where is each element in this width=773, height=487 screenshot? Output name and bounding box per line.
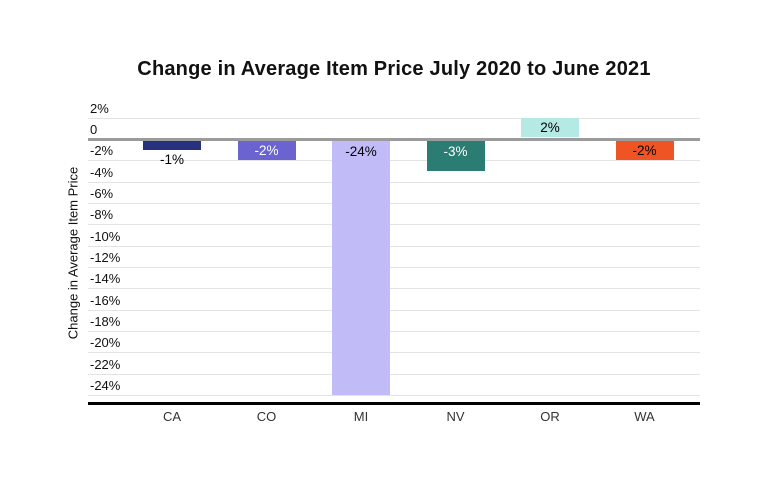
- chart-title: Change in Average Item Price July 2020 t…: [137, 58, 651, 80]
- gridline: [88, 245, 700, 247]
- bar-co: -2%: [237, 140, 296, 161]
- y-tick-label: -4%: [90, 164, 114, 180]
- gridline: [88, 331, 700, 332]
- x-axis-label-mi: MI: [353, 409, 369, 424]
- y-axis-title-text: Change in Average Item Price: [65, 166, 81, 340]
- y-tick-label: -20%: [90, 335, 121, 351]
- x-axis-label-or: OR: [540, 409, 560, 424]
- gridline: [88, 309, 700, 311]
- x-axis-label-nv: NV: [446, 409, 465, 424]
- bar-mi: -24%: [332, 140, 390, 395]
- bar-value-label-mi: -24%: [345, 143, 377, 159]
- bar-value-label-nv: -3%: [443, 143, 468, 159]
- gridline: [88, 267, 700, 268]
- gridline: [88, 395, 700, 396]
- y-tick-label: -14%: [90, 271, 121, 287]
- gridline: [88, 203, 700, 204]
- gridline: [88, 352, 700, 354]
- y-tick-label: -12%: [90, 250, 121, 265]
- y-tick-label: -8%: [90, 207, 114, 223]
- y-tick-label: 2%: [90, 100, 109, 116]
- x-axis-label-wa: WA: [634, 409, 655, 424]
- gridline: [88, 181, 700, 183]
- plot-area: 2% 0 -2% -4% -6% -8% -10% -12% -14% -16% -18% -20% -…: [88, 100, 700, 405]
- y-tick-label: -16%: [90, 292, 121, 308]
- x-axis-label-co: CO: [256, 409, 277, 424]
- x-axis-label-ca: CA: [162, 409, 182, 424]
- y-tick-label: -22%: [90, 356, 121, 372]
- bar-nv: -3%: [426, 140, 485, 171]
- y-tick-label: -2%: [90, 143, 114, 159]
- bar-value-label-co: -2%: [254, 142, 279, 158]
- y-tick-label: 0: [90, 122, 98, 137]
- bar-or: 2%: [521, 117, 579, 138]
- zero-line: [88, 137, 700, 141]
- gridline: [88, 373, 700, 375]
- gridline: [88, 288, 700, 290]
- y-axis-title: Change in Average Item Price: [60, 104, 86, 402]
- bar-ca: [143, 140, 201, 150]
- y-tick-label: -10%: [90, 228, 121, 244]
- y-tick-label: -6%: [90, 186, 114, 201]
- gridline: [88, 224, 700, 226]
- bar-value-label-ca: -1%: [159, 151, 184, 167]
- bar-value-label-wa: -2%: [632, 142, 657, 158]
- y-tick-label: -24%: [90, 378, 121, 393]
- gridline: [88, 117, 700, 119]
- gridline: [88, 160, 700, 162]
- bar-value-label-or: 2%: [540, 119, 560, 135]
- y-tick-label: -18%: [90, 314, 121, 329]
- bar-wa: -2%: [615, 140, 674, 161]
